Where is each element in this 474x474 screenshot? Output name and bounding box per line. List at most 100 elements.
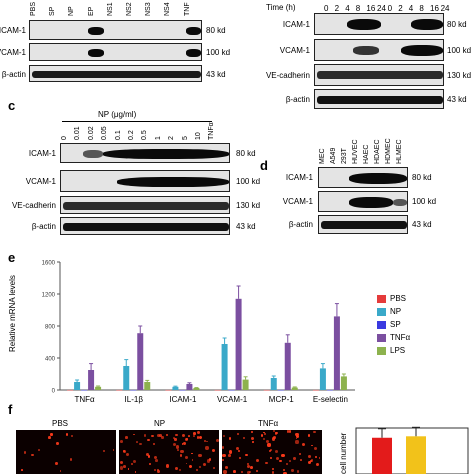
- cell-line-label: HDAEC: [374, 139, 381, 164]
- cell-dot: [243, 437, 245, 440]
- kd-label: 100 kd: [206, 48, 231, 57]
- cell-dot: [48, 436, 51, 440]
- cell-dot: [248, 470, 252, 474]
- cell-dot: [318, 456, 321, 459]
- cell-dot: [199, 465, 202, 468]
- band: [347, 19, 381, 30]
- time-label: Time (h): [266, 3, 296, 12]
- cell-dot: [282, 468, 286, 472]
- band: [88, 27, 104, 35]
- cell-dot: [156, 468, 160, 471]
- cell-dot: [211, 448, 215, 452]
- cell-dot: [205, 440, 208, 443]
- time-label: 8: [419, 4, 424, 13]
- bar: [172, 386, 179, 390]
- cell-dot: [267, 443, 271, 447]
- band: [88, 49, 104, 57]
- cell-dot: [155, 459, 158, 463]
- cell-dot: [307, 460, 311, 464]
- cell-dot: [179, 468, 182, 471]
- category-label: E-selectin: [313, 395, 348, 404]
- dose-label: 0.2: [128, 130, 135, 140]
- cell-dot: [102, 449, 105, 452]
- cell-dot: [112, 448, 115, 451]
- blot-c-vcam: [60, 170, 230, 192]
- y-tick-label: 0: [52, 389, 56, 395]
- cell-dot: [179, 454, 183, 457]
- cell-dot: [205, 446, 209, 450]
- band: [393, 199, 407, 206]
- cell-dot: [127, 468, 130, 471]
- cell-dot: [184, 455, 189, 460]
- row-label: VCAM-1: [0, 48, 26, 57]
- band: [317, 96, 443, 104]
- cell-line-label: HDMEC: [385, 138, 392, 164]
- cell-dot: [295, 432, 299, 437]
- cell-dot: [174, 438, 177, 441]
- blot-c-vecad: [60, 196, 230, 214]
- legend-swatch: [377, 347, 386, 355]
- lane-label: PBS: [30, 1, 37, 16]
- band: [186, 27, 201, 35]
- row-label: β-actin: [285, 95, 310, 104]
- y-tick-label: 400: [45, 357, 56, 363]
- cell-dot: [215, 438, 219, 443]
- bar: [340, 376, 347, 390]
- micrograph-tnf: [222, 430, 322, 474]
- cell-line-label: HUVEC: [352, 139, 359, 164]
- band: [117, 177, 229, 187]
- image-label: NP: [154, 419, 166, 428]
- legend-swatch: [377, 295, 386, 303]
- cell-dot: [272, 430, 275, 433]
- cell-dot: [283, 471, 287, 474]
- cell-dot: [291, 469, 294, 472]
- cell-dot: [147, 438, 150, 441]
- band: [63, 223, 229, 231]
- cell-dot: [125, 452, 130, 457]
- cell-dot: [311, 444, 314, 447]
- lane-label: NS2: [126, 2, 133, 16]
- cell-dot: [236, 446, 240, 450]
- cell-dot: [182, 441, 186, 445]
- cell-dot: [222, 454, 226, 458]
- band: [63, 202, 229, 210]
- time-label: 8: [355, 4, 361, 13]
- cell-line-label: HAEC: [363, 144, 370, 164]
- cell-dot: [298, 452, 301, 456]
- bar: [130, 389, 137, 391]
- kd-label: 100 kd: [412, 197, 437, 206]
- cell-dot: [271, 467, 275, 470]
- dose-label: TNFα: [208, 122, 216, 140]
- cell-dot: [269, 456, 273, 460]
- band: [401, 45, 443, 56]
- row-label: β-actin: [288, 220, 313, 229]
- cell-dot: [271, 437, 276, 441]
- lane-label: NS4: [164, 2, 172, 16]
- category-label: ICAM-1: [169, 395, 197, 404]
- cell-dot: [265, 439, 269, 443]
- cell-dot: [247, 470, 250, 474]
- kd-label: 80 kd: [236, 149, 256, 158]
- lane-label: NP: [68, 6, 76, 16]
- cell-dot: [180, 449, 184, 453]
- time-label: 16: [430, 4, 439, 13]
- cell-dot: [262, 437, 266, 441]
- time-label: 24: [440, 4, 450, 13]
- cell-dot: [148, 463, 151, 466]
- y-tick-label: 1200: [42, 293, 56, 299]
- cell-dot: [238, 457, 241, 460]
- bar: [144, 382, 151, 390]
- kd-label: 43 kd: [412, 220, 432, 229]
- dose-label: 0: [61, 136, 68, 140]
- cell-dot: [185, 462, 188, 465]
- cell-dot: [224, 465, 228, 469]
- bar: [81, 389, 88, 391]
- cell-dot: [251, 437, 255, 441]
- cell-dot: [275, 432, 278, 435]
- cell-dot: [212, 467, 215, 470]
- legend-label: TNFα: [390, 333, 411, 342]
- cell-dot: [134, 471, 137, 473]
- cell-dot: [241, 470, 244, 474]
- cell-dot: [175, 434, 178, 437]
- kd-label: 100 kd: [236, 177, 261, 186]
